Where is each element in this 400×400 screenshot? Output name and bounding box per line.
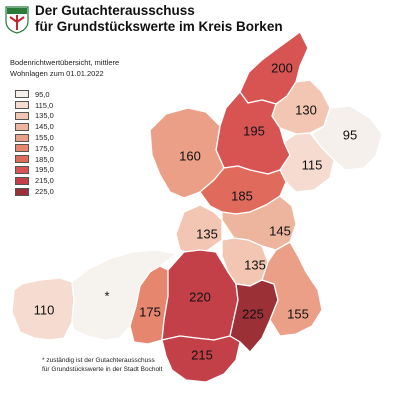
value-label-135-east: 135 [244, 258, 266, 273]
value-label-115: 115 [302, 158, 323, 173]
legend-item: 115,0 [15, 100, 54, 111]
value-label-95: 95 [343, 128, 357, 143]
legend-item: 135,0 [15, 111, 54, 122]
legend-label: 175,0 [35, 143, 54, 153]
value-label-135-west: 135 [196, 227, 218, 242]
region-155 [261, 241, 323, 337]
region-135-west [175, 204, 223, 255]
legend-item: 155,0 [15, 132, 54, 143]
value-label-200: 200 [271, 61, 293, 76]
title-line-1: Der Gutachterausschuss [35, 3, 195, 18]
legend-item: 185,0 [15, 154, 54, 165]
title-line-2: für Grundstückswerte im Kreis Borken [35, 19, 283, 34]
legend-label: 215,0 [35, 176, 54, 186]
legend: 95,0 115,0 135,0 145,0 155,0 175,0 185,0… [15, 89, 54, 197]
value-label-185: 185 [231, 189, 253, 204]
value-label-215: 215 [191, 348, 213, 363]
value-label-bocholt: * [104, 289, 109, 304]
legend-label: 225,0 [35, 187, 54, 197]
region-215 [161, 335, 241, 383]
value-label-225: 225 [242, 307, 264, 322]
legend-label: 195,0 [35, 165, 54, 175]
legend-label: 135,0 [35, 111, 54, 121]
value-label-175: 175 [139, 305, 161, 320]
legend-label: 155,0 [35, 133, 54, 143]
value-label-130: 130 [295, 103, 317, 118]
legend-item: 195,0 [15, 165, 54, 176]
legend-label: 115,0 [35, 100, 54, 110]
value-label-145: 145 [269, 224, 291, 239]
value-label-220: 220 [189, 290, 211, 305]
footnote-line-2: für Grundstückswerte in der Stadt Bochol… [42, 366, 163, 373]
map-subtitle: Bodenrichtwertübersicht, mittlere Wohnla… [10, 57, 119, 79]
legend-swatch [15, 122, 29, 131]
page-title: Der Gutachterausschuss für Grundstückswe… [35, 3, 283, 35]
legend-swatch [15, 187, 29, 196]
legend-swatch [15, 101, 29, 110]
legend-label: 145,0 [35, 122, 54, 132]
legend-swatch [15, 165, 29, 174]
footnote-line-1: * zuständig ist der Gutachterausschuss [42, 357, 155, 364]
value-label-110: 110 [34, 303, 55, 318]
legend-item: 225,0 [15, 186, 54, 197]
legend-swatch [15, 144, 29, 153]
legend-swatch [15, 90, 29, 99]
legend-swatch [15, 111, 29, 120]
footnote: * zuständig ist der Gutachterausschuss f… [42, 356, 162, 374]
value-label-155: 155 [287, 307, 309, 322]
legend-item: 95,0 [15, 89, 54, 100]
legend-item: 145,0 [15, 121, 54, 132]
legend-item: 175,0 [15, 143, 54, 154]
legend-swatch [15, 133, 29, 142]
legend-label: 185,0 [35, 154, 54, 164]
nrw-coat-of-arms-logo [5, 6, 29, 34]
legend-swatch [15, 155, 29, 164]
subtitle-line-2: Wohnlagen zum 01.01.2022 [10, 69, 104, 78]
value-label-160: 160 [179, 149, 201, 164]
legend-item: 215,0 [15, 175, 54, 186]
legend-label: 95,0 [35, 89, 50, 99]
subtitle-line-1: Bodenrichtwertübersicht, mittlere [10, 58, 120, 67]
value-label-195: 195 [243, 124, 265, 139]
legend-swatch [15, 176, 29, 185]
